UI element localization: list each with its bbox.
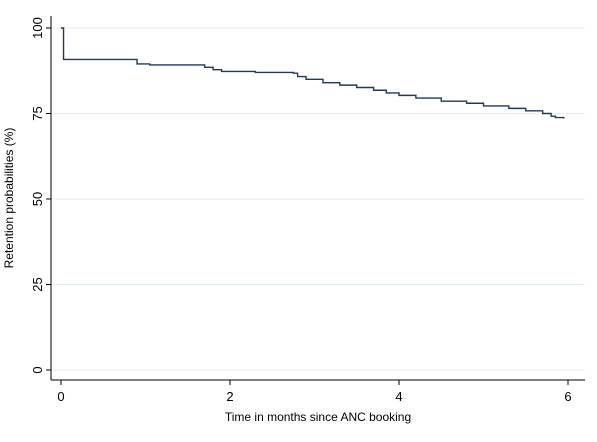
y-tick-label: 50 xyxy=(30,192,45,206)
x-axis-title: Time in months since ANC booking xyxy=(225,410,411,424)
y-axis-ticks: 0 25 50 75 100 xyxy=(30,17,51,374)
x-axis-ticks: 0 2 4 6 xyxy=(57,380,572,404)
y-tick-label: 100 xyxy=(30,17,45,39)
y-tick-label: 0 xyxy=(30,366,45,373)
y-axis-title: Retention probabilities (%) xyxy=(2,128,16,269)
x-tick-label: 4 xyxy=(395,389,402,404)
x-tick-label: 6 xyxy=(564,389,571,404)
gridlines xyxy=(51,27,585,371)
survival-step-line-0 xyxy=(61,27,565,119)
series-layer xyxy=(61,27,565,119)
x-tick-label: 0 xyxy=(57,389,64,404)
y-tick-label: 25 xyxy=(30,277,45,291)
x-tick-label: 2 xyxy=(226,389,233,404)
y-tick-label: 75 xyxy=(30,106,45,120)
